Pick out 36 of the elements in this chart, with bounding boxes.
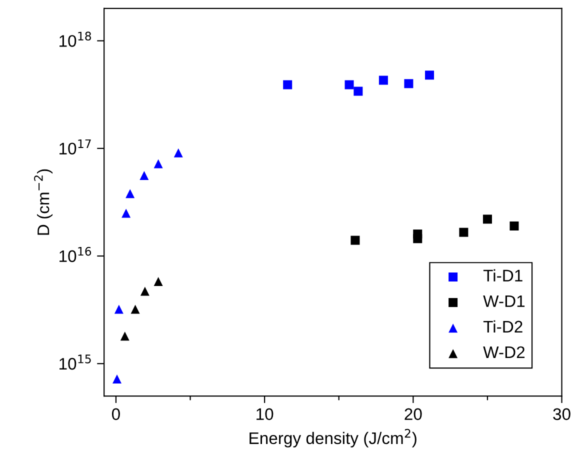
point [120, 332, 130, 341]
y-axis-title: D (cm$^{−2}$) [34, 169, 53, 235]
x-tick-label: 30 [553, 408, 570, 420]
point [174, 148, 183, 158]
point [459, 228, 468, 237]
point [130, 304, 140, 314]
x-tick-label: 10 [256, 408, 274, 420]
y-tick-label: 10$^{16}$ [60, 246, 92, 262]
legend-label: Ti-D1 [483, 269, 522, 282]
point [154, 159, 163, 168]
point [140, 171, 149, 180]
y-tick-label: 10$^{18}$ [60, 32, 92, 47]
point [350, 236, 360, 245]
x-tick-label: 20 [404, 408, 422, 420]
point [354, 86, 363, 96]
legend-label: Ti-D2 [483, 320, 522, 332]
point [122, 208, 131, 218]
point [283, 80, 292, 90]
y-tick-label: 10$^{17}$ [60, 139, 91, 154]
legend-label: W-D1 [483, 295, 525, 307]
point [404, 79, 414, 88]
point [140, 286, 150, 296]
legend-label: W-D2 [483, 346, 525, 358]
point [112, 374, 122, 384]
point [425, 70, 434, 80]
point [510, 222, 519, 231]
point [378, 76, 388, 85]
x-axis-title: Energy density (J/cm$^{2}$) [250, 428, 416, 448]
point [344, 80, 354, 90]
x-tick-label: 0 [112, 408, 120, 420]
point [413, 234, 422, 244]
point [126, 189, 135, 198]
point [154, 276, 163, 286]
point [114, 304, 124, 314]
y-tick-label: 10$^{15}$ [60, 354, 91, 370]
point [482, 214, 492, 224]
